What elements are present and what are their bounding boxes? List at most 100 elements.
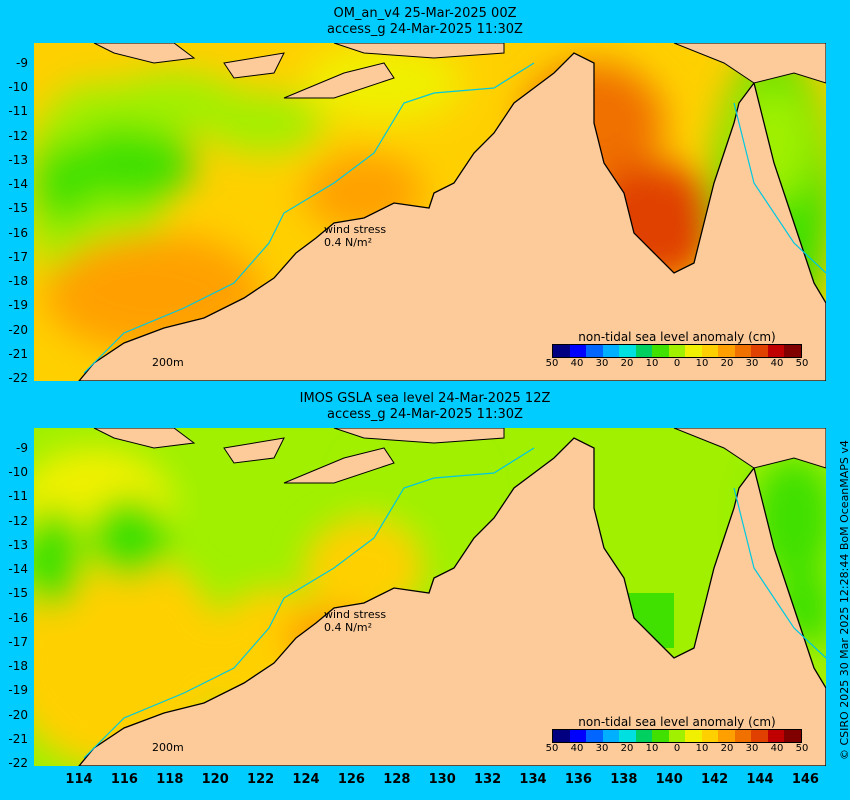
bottom-panel-subtitle: access_g 24-Mar-2025 11:30Z [327, 407, 523, 422]
legend-tick-label: 40 [770, 743, 784, 754]
legend-tick-label: 10 [695, 358, 709, 369]
top-legend: non-tidal sea level anomaly (cm) 50 40 30 2… [546, 330, 809, 370]
bottom-legend-colorbar [552, 729, 802, 743]
top-panel-title: OM_an_v4 25-Mar-2025 00Z [333, 6, 517, 21]
longitude-label: 138 [610, 772, 638, 787]
legend-color-swatch [652, 345, 669, 357]
longitude-label: 128 [383, 772, 411, 787]
legend-tick-label: 30 [595, 743, 609, 754]
longitude-label: 122 [247, 772, 275, 787]
legend-tick-label: 10 [645, 743, 659, 754]
bottom-wind-stress-title: wind stress [324, 608, 387, 621]
legend-color-swatch [553, 345, 570, 357]
legend-color-swatch [767, 730, 785, 742]
latitude-label: -11 [8, 489, 28, 504]
latitude-label: -10 [8, 465, 28, 480]
legend-color-swatch [586, 730, 603, 742]
latitude-label: -18 [8, 659, 28, 674]
bottom-legend-ticks: 50 40 30 20 10 0 10 20 30 40 50 [546, 743, 809, 755]
longitude-label: 130 [428, 772, 456, 787]
top-wind-stress-label: wind stress 0.4 N/m² [324, 223, 386, 249]
longitude-label: 114 [65, 772, 93, 787]
latitude-label: -21 [8, 346, 28, 361]
legend-color-swatch [751, 345, 768, 357]
latitude-label: -9 [16, 441, 28, 455]
legend-color-swatch [701, 730, 719, 742]
legend-color-swatch [668, 730, 686, 742]
latitude-label: -12 [8, 128, 28, 143]
top-map-panel: wind stress 0.4 N/m² 200m non-tidal sea … [34, 43, 826, 381]
top-panel-subtitle: access_g 24-Mar-2025 11:30Z [327, 22, 523, 37]
bottom-wind-stress-label: wind stress 0.4 N/m² [324, 608, 386, 634]
legend-color-swatch [718, 730, 735, 742]
legend-tick-label: 20 [720, 743, 734, 754]
legend-color-swatch [635, 730, 653, 742]
bottom-depth-contour-label: 200m [152, 741, 184, 754]
legend-color-swatch [569, 730, 587, 742]
top-map-image [34, 43, 826, 381]
top-legend-colorbar [552, 344, 802, 358]
longitude-label: 132 [474, 772, 502, 787]
longitude-label: 118 [156, 772, 184, 787]
longitude-label: 120 [201, 772, 229, 787]
latitude-label: -13 [8, 152, 28, 167]
legend-tick-label: 30 [745, 743, 759, 754]
legend-color-swatch [718, 345, 735, 357]
legend-tick-label: 20 [620, 743, 634, 754]
bottom-legend-title: non-tidal sea level anomaly (cm) [578, 715, 776, 729]
longitude-label: 134 [519, 772, 547, 787]
legend-color-swatch [734, 730, 752, 742]
top-legend-title: non-tidal sea level anomaly (cm) [578, 330, 776, 344]
longitude-label: 140 [655, 772, 683, 787]
legend-color-swatch [569, 345, 587, 357]
legend-color-swatch [751, 730, 768, 742]
bottom-legend: non-tidal sea level anomaly (cm) 50 40 30 2… [546, 715, 809, 755]
legend-tick-label: 0 [673, 743, 681, 754]
top-latitude-axis: -9 -10 -11 -12 -13 -14 -15 -16 -17 -18 -19 -20 -21 -2… [0, 43, 32, 385]
latitude-label: -20 [8, 322, 28, 337]
legend-color-swatch [553, 730, 570, 742]
latitude-label: -14 [8, 177, 28, 192]
legend-color-swatch [685, 730, 702, 742]
longitude-label: 116 [110, 772, 138, 787]
bottom-map-image [34, 428, 826, 766]
latitude-label: -12 [8, 513, 28, 528]
legend-tick-label: 40 [570, 743, 584, 754]
latitude-label: -17 [8, 249, 28, 264]
bottom-wind-stress-value: 0.4 N/m² [324, 621, 373, 634]
latitude-label: -17 [8, 634, 28, 649]
latitude-label: -18 [8, 274, 28, 289]
copyright-credit: © CSIRO 2025 30 Mar 2025 12:28:44 BoM Oc… [838, 440, 850, 760]
legend-color-swatch [767, 345, 785, 357]
longitude-label: 124 [292, 772, 320, 787]
legend-tick-label: 50 [545, 358, 559, 369]
legend-color-swatch [685, 345, 702, 357]
latitude-label: -16 [8, 610, 28, 625]
legend-tick-label: 10 [695, 743, 709, 754]
latitude-label: -11 [8, 104, 28, 119]
bottom-latitude-axis: -9 -10 -11 -12 -13 -14 -15 -16 -17 -18 -19 -20 -21 -2… [0, 428, 32, 770]
longitude-label: 144 [746, 772, 774, 787]
legend-tick-label: 50 [795, 358, 809, 369]
legend-tick-label: 30 [595, 358, 609, 369]
legend-color-swatch [619, 730, 636, 742]
longitude-label: 126 [337, 772, 365, 787]
latitude-label: -22 [8, 756, 28, 770]
legend-tick-label: 10 [645, 358, 659, 369]
legend-tick-label: 30 [745, 358, 759, 369]
latitude-label: -20 [8, 707, 28, 722]
longitude-axis: 114 116 118 120 122 124 126 128 130 132 134 136 138 1… [34, 772, 826, 790]
legend-color-swatch [668, 345, 686, 357]
legend-tick-label: 0 [673, 358, 681, 369]
legend-tick-label: 50 [545, 743, 559, 754]
latitude-label: -13 [8, 537, 28, 552]
latitude-label: -9 [16, 56, 28, 70]
latitude-label: -19 [8, 298, 28, 313]
top-legend-ticks: 50 40 30 20 10 0 10 20 30 40 50 [546, 358, 809, 370]
legend-tick-label: 40 [770, 358, 784, 369]
longitude-label: 142 [701, 772, 729, 787]
legend-tick-label: 20 [620, 358, 634, 369]
legend-color-swatch [619, 345, 636, 357]
latitude-label: -10 [8, 80, 28, 95]
legend-tick-label: 20 [720, 358, 734, 369]
